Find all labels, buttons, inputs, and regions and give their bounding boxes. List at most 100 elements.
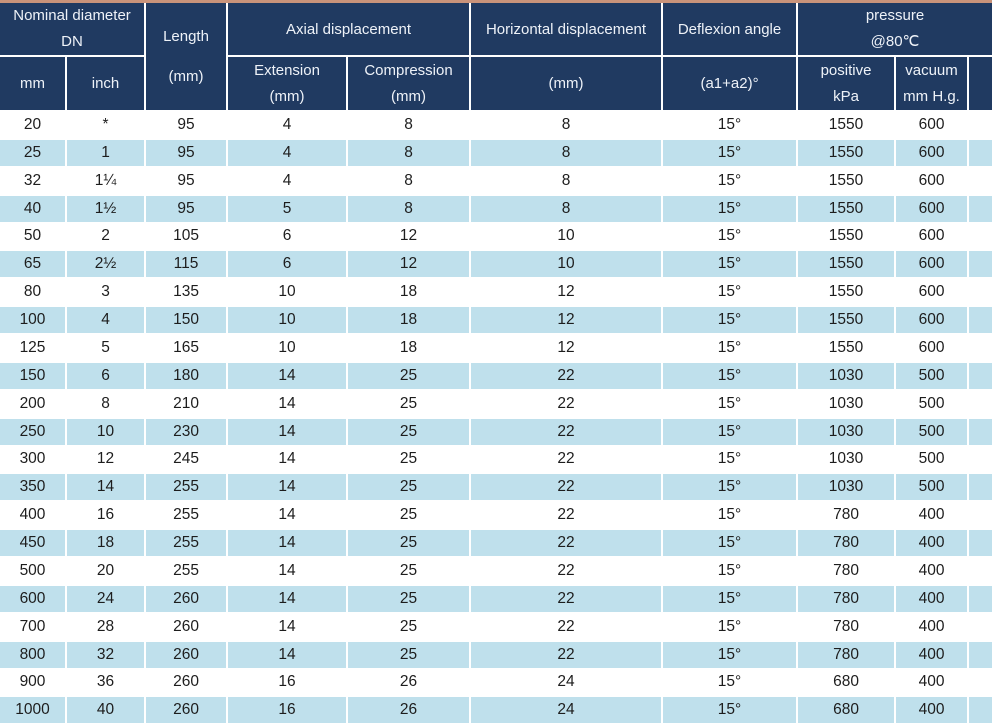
table-row: 300 12 245 14 25 22 15° 1030 500 [0, 444, 992, 475]
table-cell [967, 583, 992, 614]
table-cell: 25 [346, 500, 472, 531]
table-cell: 245 [144, 444, 229, 475]
table-cell: 14 [226, 528, 349, 558]
header-pressure: pressure @80℃ [796, 1, 992, 57]
header-row-2: mm inch Extension (mm) Compression (mm) … [0, 55, 992, 112]
table-cell: 1550 [796, 193, 897, 224]
header-extension-line2: (mm) [269, 87, 305, 105]
table-row: 65 2½ 115 6 12 10 15° 1550 600 [0, 249, 992, 280]
table-cell: 15° [661, 137, 799, 168]
table-cell: 15° [661, 305, 799, 335]
table-cell: 80 [0, 277, 67, 308]
table-row: 250 10 230 14 25 22 15° 1030 500 [0, 416, 992, 447]
table-cell: 1550 [796, 137, 897, 168]
table-cell [967, 472, 992, 503]
table-cell: 8 [469, 193, 664, 224]
table-cell: 10 [226, 277, 349, 308]
table-cell: 22 [469, 556, 664, 586]
table-cell: 14 [226, 444, 349, 475]
header-length-line2: (mm) [168, 67, 204, 85]
table-cell: 16 [226, 695, 349, 723]
table-cell: 5 [226, 193, 349, 224]
table-cell: 95 [144, 193, 229, 224]
table-cell: 250 [0, 416, 67, 447]
table-cell [967, 611, 992, 642]
table-cell: 4 [226, 110, 349, 140]
table-cell: 25 [346, 583, 472, 614]
table-cell: 260 [144, 667, 229, 698]
table-cell: 500 [894, 360, 970, 391]
table-row: 25 1 95 4 8 8 15° 1550 600 [0, 137, 992, 168]
header-axial-displacement: Axial displacement [226, 1, 472, 57]
table-cell: 25 [346, 528, 472, 558]
table-cell [967, 444, 992, 475]
table-cell: 40 [64, 695, 147, 723]
table-cell: 15° [661, 472, 799, 503]
table-cell: 16 [226, 667, 349, 698]
table-cell [967, 556, 992, 586]
table-cell: 10 [64, 416, 147, 447]
table-cell: 400 [894, 583, 970, 614]
table-cell [967, 110, 992, 140]
table-cell: 2 [64, 221, 147, 252]
header-nominal-diameter: Nominal diameter DN [0, 1, 147, 57]
table-row: 450 18 255 14 25 22 15° 780 400 [0, 528, 992, 558]
table-cell: 95 [144, 110, 229, 140]
table-cell: 15° [661, 193, 799, 224]
table-cell: 10 [469, 249, 664, 280]
table-row: 350 14 255 14 25 22 15° 1030 500 [0, 472, 992, 503]
table-cell: 15° [661, 110, 799, 140]
table-cell: 14 [226, 472, 349, 503]
table-cell: 15° [661, 695, 799, 723]
table-row: 900 36 260 16 26 24 15° 680 400 [0, 667, 992, 698]
table-cell: 15° [661, 388, 799, 419]
table-cell: 255 [144, 472, 229, 503]
table-cell: 15° [661, 583, 799, 614]
table-row: 80 3 135 10 18 12 15° 1550 600 [0, 277, 992, 308]
table-cell: 600 [0, 583, 67, 614]
table-cell: 500 [0, 556, 67, 586]
table-cell: 32 [0, 165, 67, 196]
table-cell: 255 [144, 528, 229, 558]
table-cell: 230 [144, 416, 229, 447]
table-cell: 400 [894, 500, 970, 531]
table-cell: 600 [894, 110, 970, 140]
table-cell: 600 [894, 333, 970, 363]
table-cell: 15° [661, 333, 799, 363]
table-cell: 18 [346, 333, 472, 363]
table-cell: 200 [0, 388, 67, 419]
table-cell: 600 [894, 137, 970, 168]
table-row: 100 4 150 10 18 12 15° 1550 600 [0, 305, 992, 335]
table-cell [967, 695, 992, 723]
table-cell: 20 [64, 556, 147, 586]
table-cell: 255 [144, 556, 229, 586]
header-deflexion-unit: (a1+a2)° [661, 55, 799, 112]
table-cell: 125 [0, 333, 67, 363]
table-cell: 4 [64, 305, 147, 335]
header-compression: Compression (mm) [346, 55, 472, 112]
table-cell: 14 [226, 360, 349, 391]
table-cell: 500 [894, 444, 970, 475]
table-cell: 260 [144, 583, 229, 614]
table-cell: 22 [469, 500, 664, 531]
table-cell: 95 [144, 137, 229, 168]
table-cell: 14 [226, 556, 349, 586]
table-cell: 780 [796, 583, 897, 614]
header-compression-line1: Compression [364, 61, 453, 79]
table-cell [967, 277, 992, 308]
table-cell [967, 416, 992, 447]
table-row: 200 8 210 14 25 22 15° 1030 500 [0, 388, 992, 419]
table-cell: 40 [0, 193, 67, 224]
header-inch: inch [64, 55, 147, 112]
table-cell: 150 [0, 360, 67, 391]
table-cell: 15° [661, 165, 799, 196]
table-cell: 1550 [796, 333, 897, 363]
table-cell: 28 [64, 611, 147, 642]
table-cell [967, 528, 992, 558]
table-cell: 36 [64, 667, 147, 698]
table-cell [967, 137, 992, 168]
header-positive: positive kPa [796, 55, 897, 112]
table-cell: 400 [894, 528, 970, 558]
table-cell: 10 [226, 305, 349, 335]
